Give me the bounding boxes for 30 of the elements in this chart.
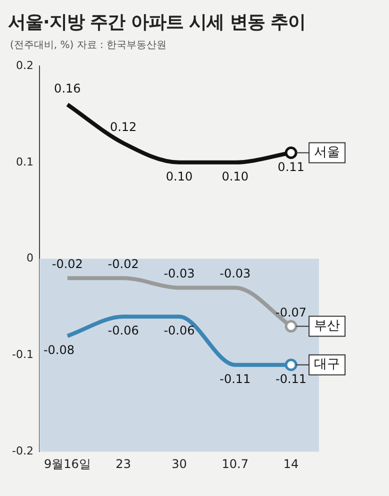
series-label: 부산 xyxy=(314,318,340,334)
x-tick-label: 9월16일 xyxy=(44,456,91,471)
data-label: 0.10 xyxy=(166,169,193,184)
data-label: 0.11 xyxy=(278,160,304,174)
data-label: -0.02 xyxy=(52,257,83,272)
data-label: 0.12 xyxy=(110,120,137,134)
data-label: -0.03 xyxy=(220,266,251,281)
data-label: 0.10 xyxy=(222,169,248,184)
y-tick-label: 0.1 xyxy=(16,155,34,168)
data-label: 0.16 xyxy=(54,82,81,96)
x-tick-label: 23 xyxy=(116,456,131,471)
data-label: -0.07 xyxy=(276,305,307,320)
chart-title: 서울·지방 주간 아파트 시세 변동 추이 xyxy=(7,11,307,35)
y-tick-label: 0 xyxy=(26,252,34,265)
series-label: 대구 xyxy=(314,357,340,372)
chart-subtitle: (전주대비, %) 자료 : 한국부동산원 xyxy=(9,39,168,52)
data-label: -0.08 xyxy=(43,342,75,357)
y-tick-label: 0.2 xyxy=(16,58,34,72)
x-tick-label: 30 xyxy=(172,456,187,471)
data-label: -0.11 xyxy=(220,372,251,386)
x-tick-label: 14 xyxy=(283,456,299,471)
data-label: -0.03 xyxy=(164,266,195,281)
x-tick-label: 10.7 xyxy=(222,456,248,471)
y-tick-label: -0.1 xyxy=(12,348,34,362)
y-tick-label: -0.2 xyxy=(12,444,34,458)
data-label: -0.06 xyxy=(108,324,139,338)
data-label: -0.11 xyxy=(276,372,307,386)
data-label: -0.06 xyxy=(164,324,195,338)
series-label: 서울 xyxy=(314,145,340,160)
data-label: -0.02 xyxy=(108,257,139,272)
